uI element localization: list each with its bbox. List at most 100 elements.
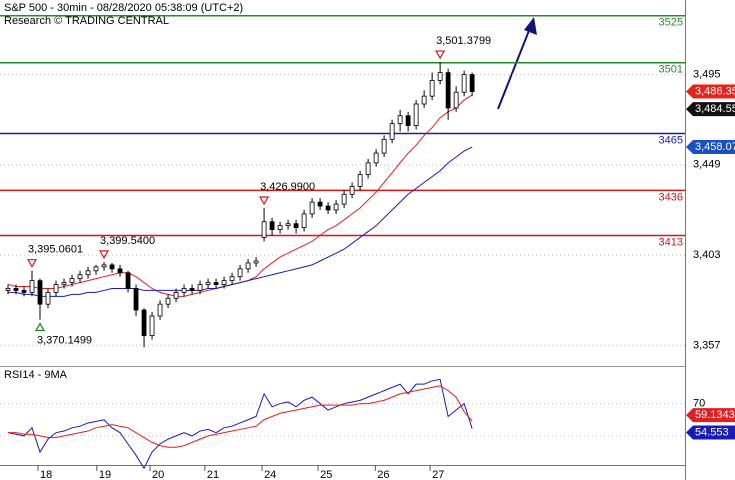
low-label: 3,370.1499 — [37, 334, 92, 346]
candle-body — [93, 266, 99, 272]
rsi-tag: 54.553 — [695, 426, 729, 438]
candle-body — [421, 95, 427, 105]
candle-body — [461, 74, 467, 93]
last-price-tag: 3,486.35 — [695, 85, 735, 97]
y-tick-label: 3,449 — [693, 159, 721, 171]
candle-body — [133, 288, 139, 311]
candle-body — [469, 74, 475, 92]
candle-body — [269, 221, 275, 230]
level-label: 3501 — [659, 64, 683, 76]
candle-body — [301, 213, 307, 229]
candle-body — [381, 138, 387, 154]
candle-body — [37, 280, 43, 305]
candle-body — [349, 186, 355, 195]
candle-body — [29, 280, 35, 293]
candle-body — [5, 288, 11, 291]
candle-body — [213, 282, 219, 285]
candle-body — [453, 91, 459, 109]
candle-body — [197, 284, 203, 291]
candle-body — [373, 152, 379, 164]
arrow-head — [524, 17, 537, 35]
peak-marker — [26, 259, 38, 268]
peak-marker — [259, 196, 270, 206]
candle-body — [13, 288, 19, 291]
x-tick-label: 20 — [152, 469, 164, 480]
candle-body — [413, 103, 419, 126]
trend-arrow — [497, 17, 537, 110]
candle-body — [237, 268, 243, 278]
candle-body — [365, 162, 371, 176]
candle-body — [333, 203, 339, 211]
chart-title: S&P 500 - 30min - 08/28/2020 05:38:09 (U… — [4, 2, 243, 14]
candle-body — [53, 284, 59, 293]
rsi-tag-bg — [686, 425, 735, 440]
x-tick-label: 25 — [320, 469, 332, 480]
candle-body — [429, 80, 435, 97]
x-tick-label: 27 — [432, 469, 444, 480]
x-tick-label: 26 — [377, 469, 389, 480]
candle-body — [309, 201, 315, 215]
candle-body — [173, 291, 179, 299]
high-label: 3,501.3799 — [436, 35, 491, 47]
candle-body — [165, 297, 171, 305]
candle-body — [205, 282, 211, 285]
high-label: 3,395.0601 — [28, 244, 83, 256]
candle-body — [389, 123, 395, 140]
peak-marker — [435, 50, 446, 60]
high-label: 3,426.9900 — [260, 181, 315, 193]
candle-body — [341, 193, 347, 205]
candle-body — [277, 225, 283, 230]
rsi-tag-bg — [686, 408, 735, 423]
chart-subtitle: Research © TRADING CENTRAL — [4, 15, 169, 27]
candle-body — [141, 309, 147, 336]
high-label: 3,399.5400 — [100, 235, 155, 247]
candle-body — [181, 288, 187, 293]
ma-tag-bg — [686, 140, 735, 155]
x-tick-label: 18 — [40, 469, 52, 480]
x-tick-label: 19 — [99, 469, 111, 480]
candle-body — [117, 268, 123, 274]
candle-body — [109, 264, 115, 270]
candle-body — [221, 280, 227, 285]
candle-body — [357, 174, 363, 187]
candle-body — [317, 201, 323, 207]
level-label: 3436 — [659, 191, 683, 203]
y-tick-label: 3,495 — [693, 68, 721, 80]
candle-body — [437, 72, 443, 81]
candle-body — [61, 282, 67, 285]
ma-tag-bg — [686, 102, 735, 117]
candle-body — [405, 115, 411, 126]
candle-body — [85, 270, 91, 276]
candle-body — [445, 72, 451, 109]
candle-body — [77, 274, 83, 280]
last-price-tag-bg — [686, 84, 735, 99]
candle-body — [325, 205, 331, 211]
y-tick-label: 70 — [693, 397, 705, 409]
series-line — [8, 385, 473, 448]
candle-body — [253, 260, 259, 264]
candle-body — [229, 276, 235, 282]
y-tick-label: 3,403 — [693, 249, 721, 261]
trough-marker — [34, 322, 46, 332]
candle-body — [149, 315, 155, 336]
candle-body — [21, 290, 27, 293]
arrow-shaft — [497, 27, 531, 110]
candle-body — [245, 262, 251, 270]
rsi-title: RSI14 - 9MA — [4, 369, 68, 381]
candle-body — [285, 223, 291, 227]
candle-body — [293, 223, 299, 229]
candle-body — [101, 264, 107, 268]
peak-marker — [98, 250, 110, 260]
level-label: 3465 — [659, 134, 683, 146]
candle-body — [45, 291, 51, 305]
candle-body — [69, 278, 75, 283]
level-label: 3413 — [659, 236, 683, 248]
x-tick-label: 21 — [207, 469, 219, 480]
ma-tag: 3,458.07 — [695, 141, 735, 153]
ma-tag: 3,484.55 — [695, 103, 735, 115]
candle-body — [157, 303, 163, 317]
series-line — [7, 378, 473, 470]
